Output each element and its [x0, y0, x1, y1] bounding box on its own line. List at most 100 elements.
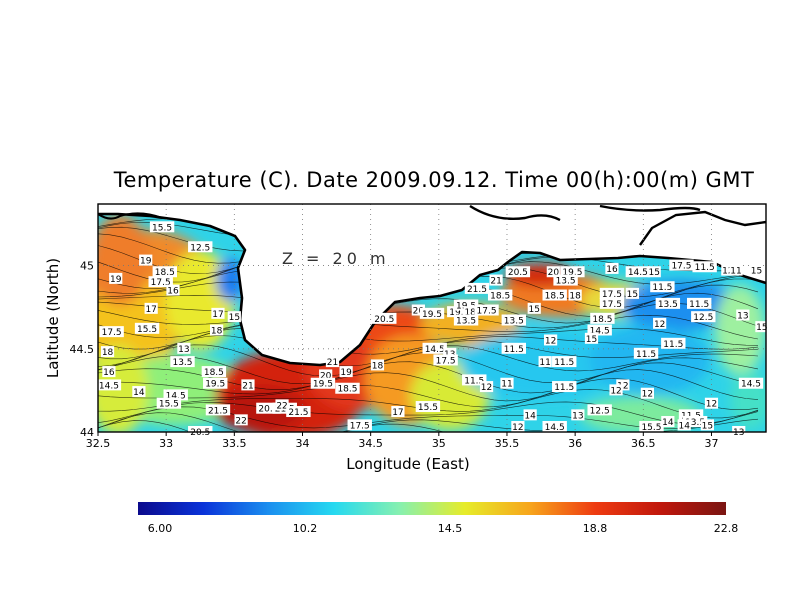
contour-label-box: [721, 264, 735, 276]
contour-label: 18: [568, 289, 582, 302]
contour-label-box: [109, 272, 123, 284]
colorbar-labels: 6.00 10.2 14.5 18.8 22.8: [148, 522, 739, 535]
contour-label: 15: [755, 321, 769, 333]
contour-label-box: [505, 266, 531, 278]
contour-label-text: 17: [212, 310, 223, 320]
contour-label: 17.5: [599, 287, 625, 300]
contour-label: 11: [729, 264, 743, 277]
contour-label: 11.5: [633, 347, 659, 360]
contour-label: 20: [411, 304, 425, 317]
contour-label-text: 19.5: [205, 380, 225, 390]
contour-label-text: 12.5: [190, 243, 210, 253]
contour-label: 11.5: [552, 381, 577, 393]
contour-label-text: 18: [102, 348, 114, 358]
contour-label-text: 14.5: [166, 391, 186, 401]
contour-label-text: 14.5: [425, 345, 445, 355]
contour-label-box: [443, 347, 457, 359]
contour-label-text: 14: [662, 418, 674, 428]
x-tick-label: 33.5: [222, 437, 247, 450]
contour-label-box: [479, 381, 494, 393]
contour-label-box: [156, 397, 182, 409]
contour-label: 14: [677, 419, 691, 431]
contour-label-box: [419, 307, 445, 319]
contour-label: 11.5: [687, 297, 712, 310]
contour-label: 15: [527, 302, 541, 315]
contour-label-box: [571, 409, 585, 421]
contour-label-text: 14: [678, 421, 690, 431]
depth-label: Z = 20 m: [282, 249, 390, 268]
contour-label-text: 15: [229, 313, 240, 323]
contour-label-text: 15.5: [152, 223, 172, 233]
contour-label: 13.5: [501, 314, 526, 326]
contour-label-text: 13: [733, 428, 744, 438]
contour-label-text: 17.5: [102, 328, 122, 338]
contour-label: 14: [132, 386, 146, 398]
contour-label-box: [325, 356, 340, 368]
contour-label-text: 17.5: [436, 356, 456, 366]
contour-label-text: 21.5: [467, 285, 487, 295]
contour-label-text: 17: [392, 408, 403, 418]
contour-label-box: [590, 312, 615, 324]
colorbar-label: 10.2: [293, 522, 318, 535]
contour-label: 21: [325, 356, 340, 368]
contour-label-text: 11: [539, 358, 550, 368]
contour-label-box: [599, 287, 625, 299]
contour-label-text: 15: [586, 335, 597, 345]
contour-label-box: [677, 419, 691, 431]
contour-label-box: [655, 297, 681, 309]
contour-label-box: [391, 406, 405, 418]
contour-label: 14.5: [625, 266, 651, 278]
contour-label-text: 13.5: [658, 300, 678, 310]
contour-label-text: 16: [167, 287, 179, 297]
contour-label-box: [139, 254, 153, 266]
contour-label-text: 11: [730, 267, 741, 277]
contour-label-box: [286, 406, 311, 418]
chart-title: Temperature (C). Date 2009.09.12. Time 0…: [113, 168, 755, 192]
contour-label-text: 17.5: [602, 290, 622, 300]
contour-label-box: [453, 314, 479, 326]
y-tick-label: 44: [80, 426, 94, 439]
contour-label-text: 14.5: [99, 381, 119, 391]
contour-label-box: [587, 324, 612, 336]
contour-label: 15: [227, 311, 241, 323]
contour-label: 18.5: [590, 312, 615, 325]
contour-label-box: [542, 421, 567, 433]
y-tick-label: 44.5: [70, 343, 95, 356]
contour-label-text: 21.5: [208, 406, 228, 416]
y-axis-label: Latitude (North): [44, 258, 62, 378]
contour-line: [98, 328, 759, 360]
contour-label-box: [310, 377, 336, 389]
contour-label-text: 21: [327, 358, 338, 368]
contour-label: 17.5: [148, 276, 173, 288]
contour-label-text: 19.5: [422, 310, 442, 320]
contour-label-box: [339, 366, 353, 378]
contour-label-text: 19.5: [449, 308, 469, 318]
contour-label: 19: [109, 272, 123, 285]
contour-label-box: [433, 354, 458, 366]
contour-label-text: 20: [548, 268, 560, 278]
contour-label: 12: [721, 264, 735, 277]
contour-label: 21: [489, 274, 503, 287]
y-tick-label: 45: [80, 260, 94, 273]
contour-label-box: [605, 262, 619, 274]
contour-label: 19.5: [203, 377, 228, 390]
contour-label-text: 17.5: [151, 278, 171, 288]
contour-label-text: 18.5: [592, 315, 612, 325]
contour-label-text: 12: [481, 383, 492, 393]
contour-label-text: 13: [178, 345, 189, 355]
contour-label-box: [177, 342, 191, 354]
contour-label-text: 21: [242, 381, 253, 391]
contour-label-text: 21: [490, 277, 501, 287]
x-tick-label: 35: [432, 437, 446, 450]
contour-label: 20: [319, 369, 333, 381]
contour-label: 19: [339, 366, 353, 378]
y-axis-ticks: 44 44.5 45: [70, 260, 95, 439]
contour-label-box: [755, 321, 769, 333]
contour-label-text: 11.5: [663, 340, 683, 350]
contour-label-box: [227, 311, 241, 323]
contour-label-box: [201, 366, 227, 378]
contour-label: 17.5: [669, 259, 694, 272]
contour-label-text: 20.5: [508, 268, 528, 278]
contour-label-box: [234, 414, 248, 426]
contour-label: 20.5: [372, 312, 397, 325]
